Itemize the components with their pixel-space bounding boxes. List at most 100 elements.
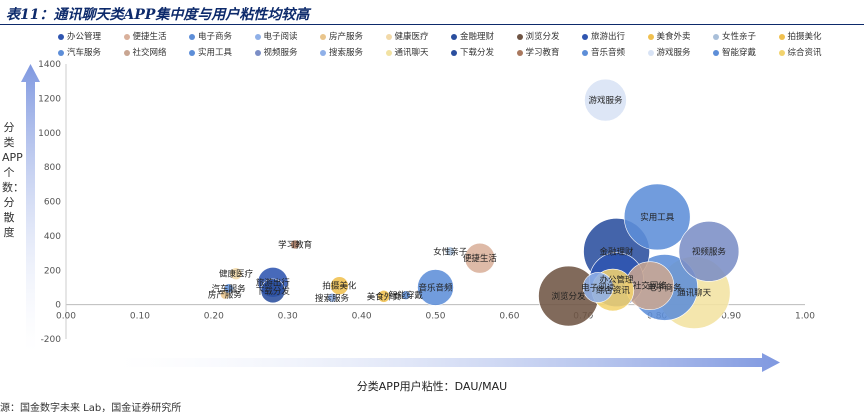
title-rule: [0, 24, 864, 25]
legend-item: 办公管理: [58, 30, 101, 42]
x-tick-label: 0.00: [56, 312, 76, 322]
bubble-label: 视频服务: [692, 246, 727, 257]
bubble-音乐音频: [417, 269, 454, 306]
bubble-label: 游戏服务: [588, 95, 623, 106]
legend-marker: [778, 33, 785, 40]
legend-item: 视频服务: [254, 46, 298, 58]
y-tick-label: 400: [44, 232, 61, 242]
legend-item: 电子商务: [189, 30, 232, 42]
legend-marker: [713, 49, 719, 56]
legend-item: 浏览分发: [516, 30, 560, 42]
legend-label: 汽车服务: [67, 48, 102, 58]
y-tick-label: 1200: [38, 94, 61, 104]
bubble-label: 便捷生活: [463, 253, 498, 264]
bubble-label: 汽车服务: [212, 283, 247, 294]
legend-label: 浏览分发: [525, 32, 560, 42]
legend-label: 电子阅读: [263, 32, 298, 42]
bubble-label: 通讯聊天: [677, 288, 712, 299]
bubble-label: 浏览分发: [552, 291, 587, 302]
y-tick-label: 800: [44, 163, 61, 173]
bubble-label: 房产服务: [208, 290, 243, 301]
bubble-label: 办公管理: [600, 275, 635, 286]
x-axis-title: 分类APP用户粘性：DAU/MAU: [356, 380, 508, 393]
bubble-label: 健康医疗: [219, 269, 254, 280]
legend-label: 实用工具: [198, 48, 233, 58]
legend-item: 女性亲子: [713, 30, 756, 42]
x-tick-label: 0.60: [499, 312, 519, 322]
legend-label: 游戏服务: [656, 48, 691, 58]
legend-marker: [189, 49, 195, 56]
legend-item: 健康医疗: [385, 30, 429, 42]
legend-marker: [516, 49, 523, 56]
legend-item: 旅游出行: [582, 30, 625, 42]
legend-marker: [516, 33, 523, 40]
bubble-label: 电子商务: [648, 282, 683, 293]
y-axis-arrow: [21, 64, 40, 352]
x-tick-label: 0.90: [721, 312, 741, 322]
bubble-label: 下载分发: [256, 286, 291, 297]
legend-label: 女性亲子: [722, 32, 757, 42]
legend-label: 视频服务: [263, 48, 298, 58]
bubble-视频服务: [678, 221, 740, 282]
bubble-label: 综合资讯: [596, 285, 631, 296]
bubble-label: 实用工具: [640, 212, 675, 223]
x-tick-label: 0.10: [130, 312, 150, 322]
bubble-label: 音乐音频: [418, 282, 453, 293]
legend-item: 音乐音频: [582, 46, 625, 58]
x-axis-arrow: [118, 353, 780, 372]
legend-marker: [385, 33, 392, 40]
legend-marker: [320, 33, 326, 40]
legend-marker: [189, 33, 195, 40]
legend-label: 房产服务: [329, 32, 364, 42]
x-tick-label: 0.30: [278, 312, 298, 322]
legend-marker: [451, 33, 457, 40]
bubble-搜索服务: [327, 292, 337, 303]
legend-marker: [123, 49, 130, 56]
legend-label: 办公管理: [67, 32, 102, 42]
x-tick-label: 0.40: [352, 312, 372, 322]
legend-marker: [582, 33, 588, 40]
y-tick-label: -200: [41, 335, 62, 345]
legend-item: 游戏服务: [647, 46, 691, 58]
legend-label: 下载分发: [460, 48, 495, 58]
bubble-label: 美食外卖: [367, 291, 402, 302]
legend-item: 智能穿戴: [713, 46, 756, 58]
legend-marker: [123, 33, 130, 40]
legend-item: 搜索服务: [320, 46, 363, 58]
legend-marker: [320, 49, 326, 56]
legend-label: 通讯聊天: [394, 48, 429, 58]
bubble-实用工具: [623, 183, 691, 251]
legend-label: 搜索服务: [329, 48, 364, 58]
x-tick-label: 0.20: [204, 312, 224, 322]
legend-item: 学习教育: [516, 46, 560, 58]
bubble-label: 学习教育: [278, 239, 312, 250]
legend-item: 综合资讯: [778, 46, 822, 58]
legend-label: 社交网络: [132, 48, 167, 58]
legend-marker: [713, 33, 719, 40]
legend-label: 智能穿戴: [722, 48, 757, 58]
bubble-女性亲子: [445, 246, 456, 257]
y-tick-label: 1000: [38, 129, 61, 139]
legend-marker: [647, 49, 654, 56]
bubble-label: 女性亲子: [433, 246, 468, 257]
legend-item: 房产服务: [320, 30, 363, 42]
legend-marker: [58, 33, 64, 40]
legend-label: 美食外卖: [656, 32, 691, 42]
y-tick-label: 600: [44, 198, 61, 208]
bubble-汽车服务: [223, 283, 234, 294]
legend-item: 通讯聊天: [385, 46, 429, 58]
bubble-label: 金融理财: [600, 246, 635, 257]
legend-label: 电子商务: [198, 32, 233, 42]
legend-label: 金融理财: [460, 32, 495, 42]
bubble-label: 旅游出行: [256, 277, 291, 288]
legend-label: 健康医疗: [394, 32, 429, 42]
bubble-健康医疗: [229, 267, 243, 280]
bubble-label: 拍摄美化: [322, 281, 357, 292]
legend-item: 实用工具: [189, 46, 232, 58]
bubble-拍摄美化: [330, 276, 349, 296]
bubble-电子阅读: [582, 272, 614, 303]
y-tick-label: 200: [44, 266, 61, 276]
legend-label: 音乐音频: [591, 48, 626, 58]
x-tick-label: 0.50: [425, 312, 445, 322]
x-tick-label: 1.00: [795, 312, 815, 322]
